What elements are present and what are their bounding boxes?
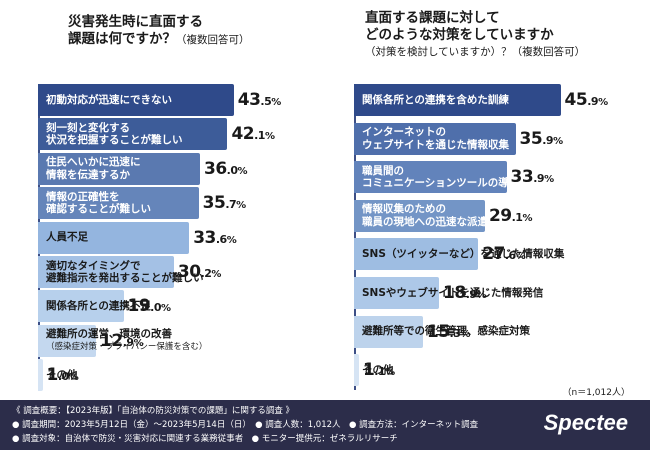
left-bar-row: その他 1.0% (0, 359, 325, 392)
right-bar-label: その他 (362, 363, 394, 376)
right-bar (354, 354, 359, 387)
right-bar-row: 情報収集のための 職員の現地への迅速な派遣 29.1% (325, 199, 650, 232)
left-bar-label: 情報の正確性を 確認することが難しい (46, 190, 151, 216)
left-bar (38, 290, 124, 323)
left-title-note: （複数回答可） (176, 34, 250, 46)
right-bar (354, 277, 440, 309)
right-bar-label: インターネットの ウェブサイトを通じた情報収集 (362, 126, 509, 151)
right-bar (354, 238, 479, 271)
right-title-line-1: 直面する課題に対して (365, 10, 500, 26)
left-bar-value: 35.7% (202, 193, 247, 214)
left-bar (38, 187, 199, 220)
survey-footer: 《 調査概要：【2023年版】「自治体の防災対策での課題」に関する調査 》 ● … (0, 400, 650, 450)
footer-survey-title: 《 調査概要：【2023年版】「自治体の防災対策での課題」に関する調査 》 (12, 406, 295, 416)
left-bar-label: 避難所の運営、環境の改善 （感染症対策・プライバシー保護を含む） (46, 328, 208, 352)
left-bar (38, 84, 234, 116)
footer-survey-period: ● 調査期間：2023年5月12日（金）〜2023年5月14日（日） ● 調査人… (12, 420, 479, 430)
left-bar (38, 221, 190, 254)
left-bar-row: 住民へいかに迅速に 情報を伝達するか 36.0% (0, 152, 325, 185)
right-bar-value: 18.9% (443, 283, 487, 303)
left-title-line-1: 災害発生時に直面する (68, 14, 203, 30)
left-bar (38, 324, 97, 357)
right-bar (354, 315, 423, 348)
right-bar-row: 避難所等での衛生管理、感染症対策 15.3% (325, 315, 650, 348)
left-bar-row: 適切なタイミングで 避難指示を発出することが難しい 30.2% (0, 256, 325, 288)
right-bar-value: 45.9% (564, 90, 609, 110)
right-bar-label: SNS（ツイッターなど）を通じた情報収集 (362, 248, 565, 261)
left-bar-row: 避難所の運営、環境の改善 （感染症対策・プライバシー保護を含む） 12.9% (0, 324, 325, 357)
left-bar-value: 19.0% (127, 296, 172, 317)
right-bar-value: 35.9% (519, 128, 564, 149)
left-bar-row: 人員不足 33.6% (0, 221, 325, 254)
right-bar-row: SNSやウェブサイトを通じた情報発信 18.9% (325, 277, 650, 309)
right-bar-value: 27.6% (482, 244, 526, 265)
spectee-logo: Spectee (543, 410, 628, 435)
right-title-line-2: どのような対策をしていますか (365, 27, 554, 43)
left-bar-value: 42.1% (231, 124, 275, 145)
left-bar (38, 359, 43, 392)
right-bar-row: 職員間の コミュニケーションツールの導入 33.9% (325, 161, 650, 194)
right-bar (354, 199, 485, 232)
right-bar-row: インターネットの ウェブサイトを通じた情報収集 35.9% (325, 122, 650, 155)
left-bar-value: 12.9% (100, 330, 144, 351)
left-bar-label: 関係各所との連携不足 (46, 300, 151, 313)
left-bar-value: 36.0% (204, 158, 248, 179)
right-bar-value: 15.3% (426, 321, 471, 342)
right-bar-row: 関係各所との連携を含めた訓練 45.9% (325, 84, 650, 116)
left-bar-label: 適切なタイミングで 避難指示を発出することが難しい (46, 259, 204, 285)
left-title-line-2: 課題は何ですか？ (68, 31, 176, 47)
left-bar-label: 住民へいかに迅速に 情報を伝達するか (46, 156, 141, 181)
left-bar-row: 初動対応が迅速にできない 43.5% (0, 84, 325, 116)
left-bar-value: 33.6% (193, 227, 237, 248)
right-bar-value: 1.1% (362, 360, 395, 381)
left-bar-value: 1.0% (46, 365, 79, 386)
right-chart-title: 直面する課題に対して どのような対策をしていますか （対策を検討していますか）？… (365, 10, 585, 61)
left-bar (38, 256, 174, 288)
right-title-note: （対策を検討していますか）？（複数回答可） (365, 46, 586, 58)
right-bar (354, 161, 507, 194)
left-bar-label-note: （感染症対策・プライバシー保護を含む） (46, 341, 208, 352)
left-bar-row: 情報の正確性を 確認することが難しい 35.7% (0, 187, 325, 220)
left-bar (38, 152, 200, 185)
left-chart-title: 災害発生時に直面する 課題は何ですか？（複数回答可） (68, 14, 250, 49)
right-axis-line (354, 84, 356, 390)
right-bar (354, 122, 516, 155)
left-bar-label: 刻一刻と変化する 状況を把握することが難しい (46, 121, 183, 147)
sample-size-note: （n＝1,012人） (562, 388, 630, 398)
right-bar-value: 33.9% (510, 167, 555, 188)
right-bar-label: 情報収集のための 職員の現地への迅速な派遣 (362, 203, 488, 228)
left-bar-label: その他 (46, 368, 78, 381)
right-bar (354, 84, 561, 116)
left-bar-value: 43.5% (237, 90, 282, 110)
left-bar (38, 118, 228, 151)
left-bar-label: 初動対応が迅速にできない (46, 93, 172, 106)
right-bar-value: 29.1% (488, 205, 533, 226)
left-bar-row: 刻一刻と変化する 状況を把握することが難しい 42.1% (0, 118, 325, 151)
right-bar-label: 関係各所との連携を含めた訓練 (362, 93, 509, 106)
left-bar-label: 人員不足 (46, 231, 88, 244)
right-bar-label: 職員間の コミュニケーションツールの導入 (362, 164, 520, 190)
right-bar-row: その他 1.1% (325, 354, 650, 387)
right-bar-label: SNSやウェブサイトを通じた情報発信 (362, 286, 544, 299)
right-bar-label: 避難所等での衛生管理、感染症対策 (362, 325, 530, 338)
left-bar-row: 関係各所との連携不足 19.0% (0, 290, 325, 323)
left-bar-value: 30.2% (177, 262, 222, 282)
right-bar-row: SNS（ツイッターなど）を通じた情報収集 27.6% (325, 238, 650, 271)
footer-survey-target: ● 調査対象：自治体で防災・災害対応に関連する業務従事者 ● モニター提供元：ゼ… (12, 434, 398, 444)
